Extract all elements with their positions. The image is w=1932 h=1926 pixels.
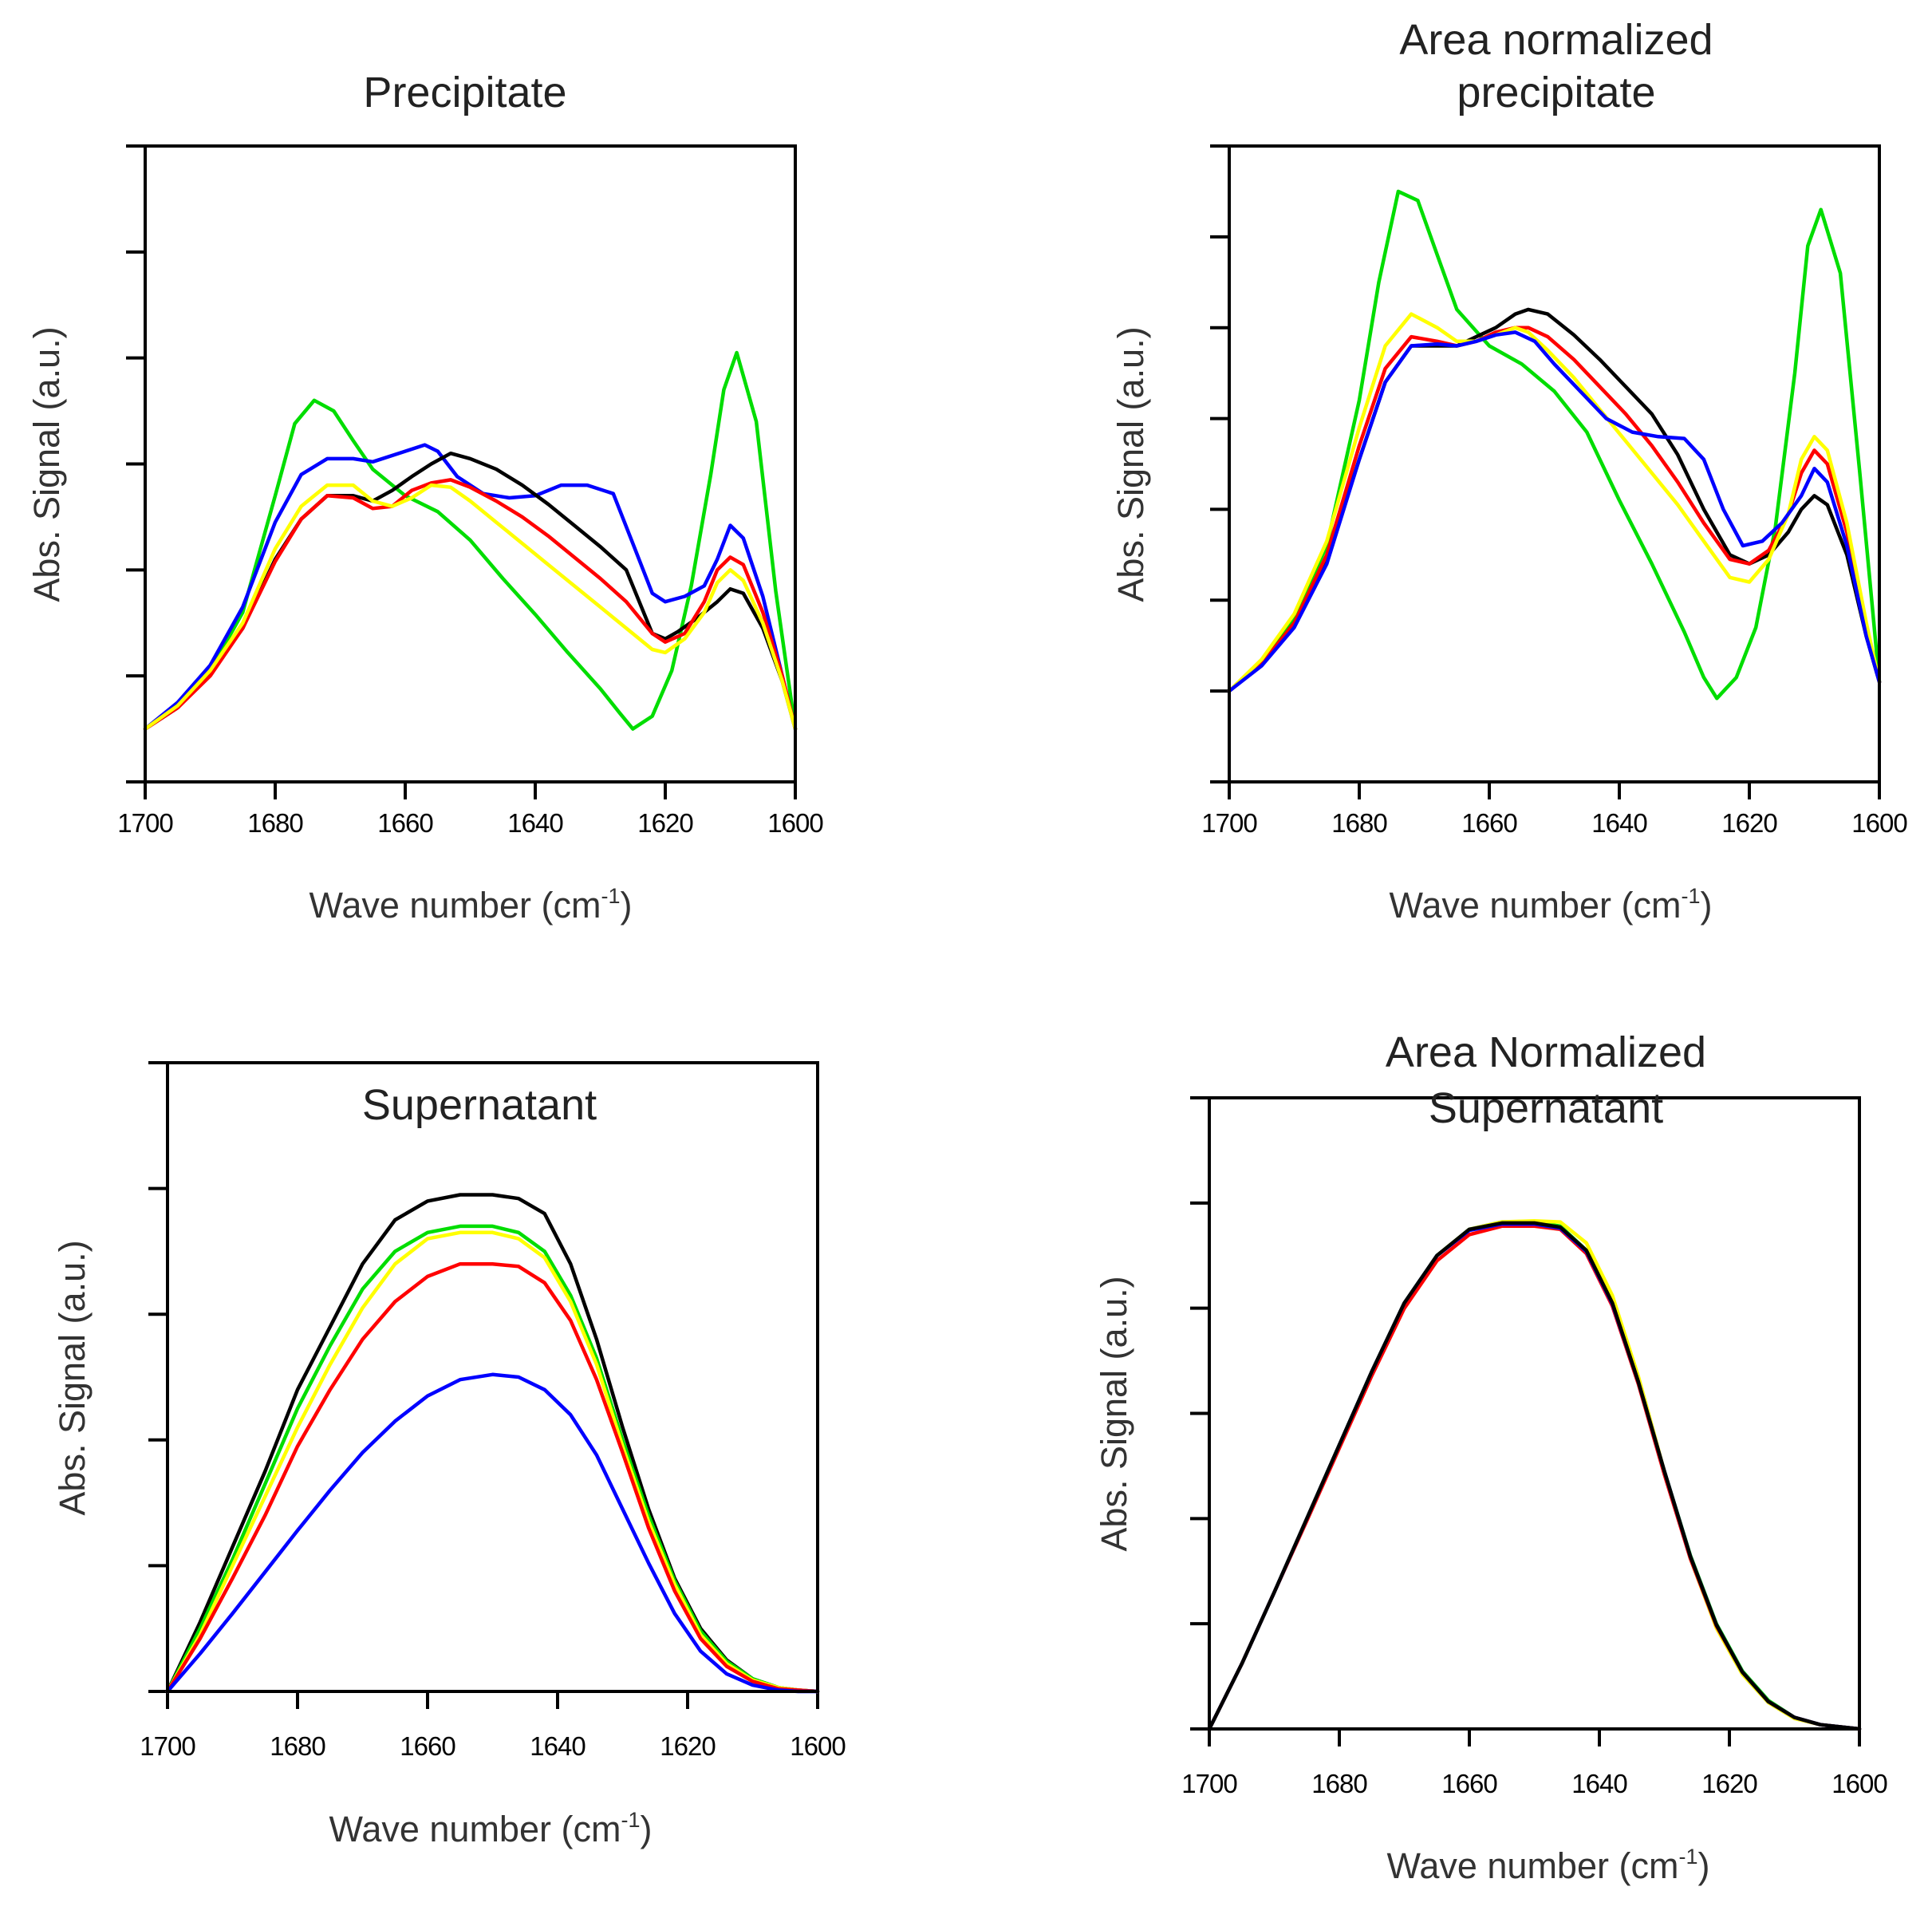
- x-tick-label: 1620: [1701, 1769, 1757, 1798]
- x-tick-label: 1700: [1181, 1769, 1237, 1798]
- axis-ticks: 1700 1680 1660 1640 1620 1600: [140, 1061, 846, 1761]
- chart-area-normalized-supernatant: Area Normalized 1700 1680 1660 1640 1620 1600…: [966, 963, 1932, 1926]
- chart-area-normalized-supernatant-svg: Area Normalized 1700 1680 1660 1640 1620 1600…: [1094, 1028, 1888, 1886]
- x-axis-label: Wave number (cm-1): [310, 884, 633, 926]
- chart-supernatant: 1700 1680 1660 1640 1620 1600 Supernatant Abs…: [0, 963, 966, 1926]
- series-line-blue: [1207, 1222, 1862, 1731]
- x-tick-label: 1680: [1311, 1769, 1367, 1798]
- x-tick-label: 1640: [1571, 1769, 1627, 1798]
- series-line-yellow: [143, 483, 798, 731]
- x-axis-label-end: ): [1697, 1845, 1709, 1886]
- chart-title: Precipitate: [363, 69, 566, 116]
- axis-ticks: 1700 1680 1660 1640 1620 1600: [117, 144, 824, 838]
- chart-title-line1: Area Normalized: [1386, 1028, 1706, 1076]
- chart-precipitate: Precipitate 1700 1680 1660 1640 1620 1600 Abs…: [0, 0, 966, 963]
- series-line-red: [1227, 326, 1882, 693]
- series-line-red: [1207, 1224, 1862, 1731]
- series-line-yellow: [1207, 1218, 1862, 1731]
- series-line-green: [143, 350, 798, 731]
- x-axis-label-sup: -1: [621, 1808, 640, 1832]
- plot-frame: [144, 144, 797, 783]
- x-axis-label-sup: -1: [1681, 884, 1700, 908]
- x-axis-label: Wave number (cm-1): [1387, 1845, 1710, 1886]
- x-axis-label-end: ): [620, 885, 632, 926]
- x-axis-label-main: Wave number (cm: [1390, 885, 1682, 926]
- plot-frame: [166, 1061, 819, 1693]
- series-line-red: [143, 478, 798, 731]
- x-tick-label: 1640: [530, 1731, 586, 1761]
- x-tick-label: 1600: [1831, 1769, 1887, 1798]
- series-line-black: [1227, 307, 1882, 693]
- x-axis-label-main: Wave number (cm: [329, 1809, 621, 1849]
- y-axis-label: Abs. Signal (a.u.): [26, 326, 67, 602]
- x-axis-label-sup: -1: [601, 884, 620, 908]
- chart-supernatant-svg: 1700 1680 1660 1640 1620 1600 Supernatant Abs…: [52, 1061, 846, 1849]
- x-axis-label-end: ): [640, 1809, 652, 1849]
- chart-precipitate-svg: Precipitate 1700 1680 1660 1640 1620 1600 Abs…: [26, 69, 824, 926]
- chart-title: Supernatant: [362, 1081, 597, 1129]
- x-tick-label: 1700: [117, 808, 173, 838]
- x-tick-label: 1620: [660, 1731, 716, 1761]
- x-tick-label: 1680: [270, 1731, 325, 1761]
- x-tick-label: 1680: [1331, 808, 1387, 838]
- plot-frame: [1228, 144, 1881, 783]
- series-line-black: [165, 1193, 820, 1694]
- x-tick-label: 1600: [1851, 808, 1907, 838]
- series-line-green: [165, 1224, 820, 1694]
- x-axis-label-main: Wave number (cm: [310, 885, 601, 926]
- series-line-black: [1207, 1221, 1862, 1731]
- chart-area-normalized-precipitate-svg: Area normalized precipitate 1700 1680 1660…: [1110, 16, 1908, 926]
- series-line-green: [1207, 1220, 1862, 1731]
- axis-ticks: 1700 1680 1660 1640 1620 1600: [1201, 144, 1908, 838]
- x-tick-label: 1700: [1201, 808, 1257, 838]
- x-tick-label: 1680: [247, 808, 303, 838]
- y-axis-label: Abs. Signal (a.u.): [1110, 326, 1151, 602]
- x-tick-label: 1620: [637, 808, 693, 838]
- y-axis-label: Abs. Signal (a.u.): [1094, 1276, 1134, 1551]
- series-group: [1207, 1218, 1862, 1731]
- x-tick-label: 1640: [507, 808, 563, 838]
- y-axis-label: Abs. Signal (a.u.): [52, 1240, 93, 1515]
- x-tick-label: 1660: [1461, 808, 1517, 838]
- x-axis-label-end: ): [1700, 885, 1712, 926]
- x-tick-label: 1660: [400, 1731, 455, 1761]
- chart-title-line2: precipitate: [1457, 69, 1655, 116]
- series-line-blue: [1227, 330, 1882, 693]
- chart-area-normalized-precipitate: Area normalized precipitate 1700 1680 1660…: [966, 0, 1932, 963]
- x-axis-label-sup: -1: [1678, 1845, 1697, 1869]
- chart-title-line2: Supernatant: [1429, 1084, 1663, 1132]
- series-group: [1227, 189, 1882, 701]
- x-tick-label: 1660: [1441, 1769, 1497, 1798]
- chart-title-line1: Area normalized: [1399, 16, 1713, 64]
- series-line-red: [165, 1261, 820, 1694]
- plot-frame: [1208, 1096, 1861, 1731]
- x-tick-label: 1700: [140, 1731, 195, 1761]
- series-group: [165, 1193, 820, 1694]
- x-tick-label: 1660: [377, 808, 433, 838]
- series-line-blue: [143, 443, 798, 731]
- series-line-green: [1227, 189, 1882, 701]
- x-axis-label: Wave number (cm-1): [329, 1808, 653, 1849]
- x-tick-label: 1640: [1591, 808, 1647, 838]
- series-group: [143, 350, 798, 731]
- series-line-yellow: [165, 1230, 820, 1694]
- x-tick-label: 1620: [1721, 808, 1777, 838]
- axis-ticks: 1700 1680 1660 1640 1620 1600: [1181, 1096, 1888, 1798]
- x-axis-label-main: Wave number (cm: [1387, 1845, 1679, 1886]
- x-tick-label: 1600: [767, 808, 823, 838]
- series-line-yellow: [1227, 312, 1882, 693]
- x-axis-label: Wave number (cm-1): [1390, 884, 1713, 926]
- x-tick-label: 1600: [790, 1731, 846, 1761]
- series-line-blue: [165, 1372, 820, 1694]
